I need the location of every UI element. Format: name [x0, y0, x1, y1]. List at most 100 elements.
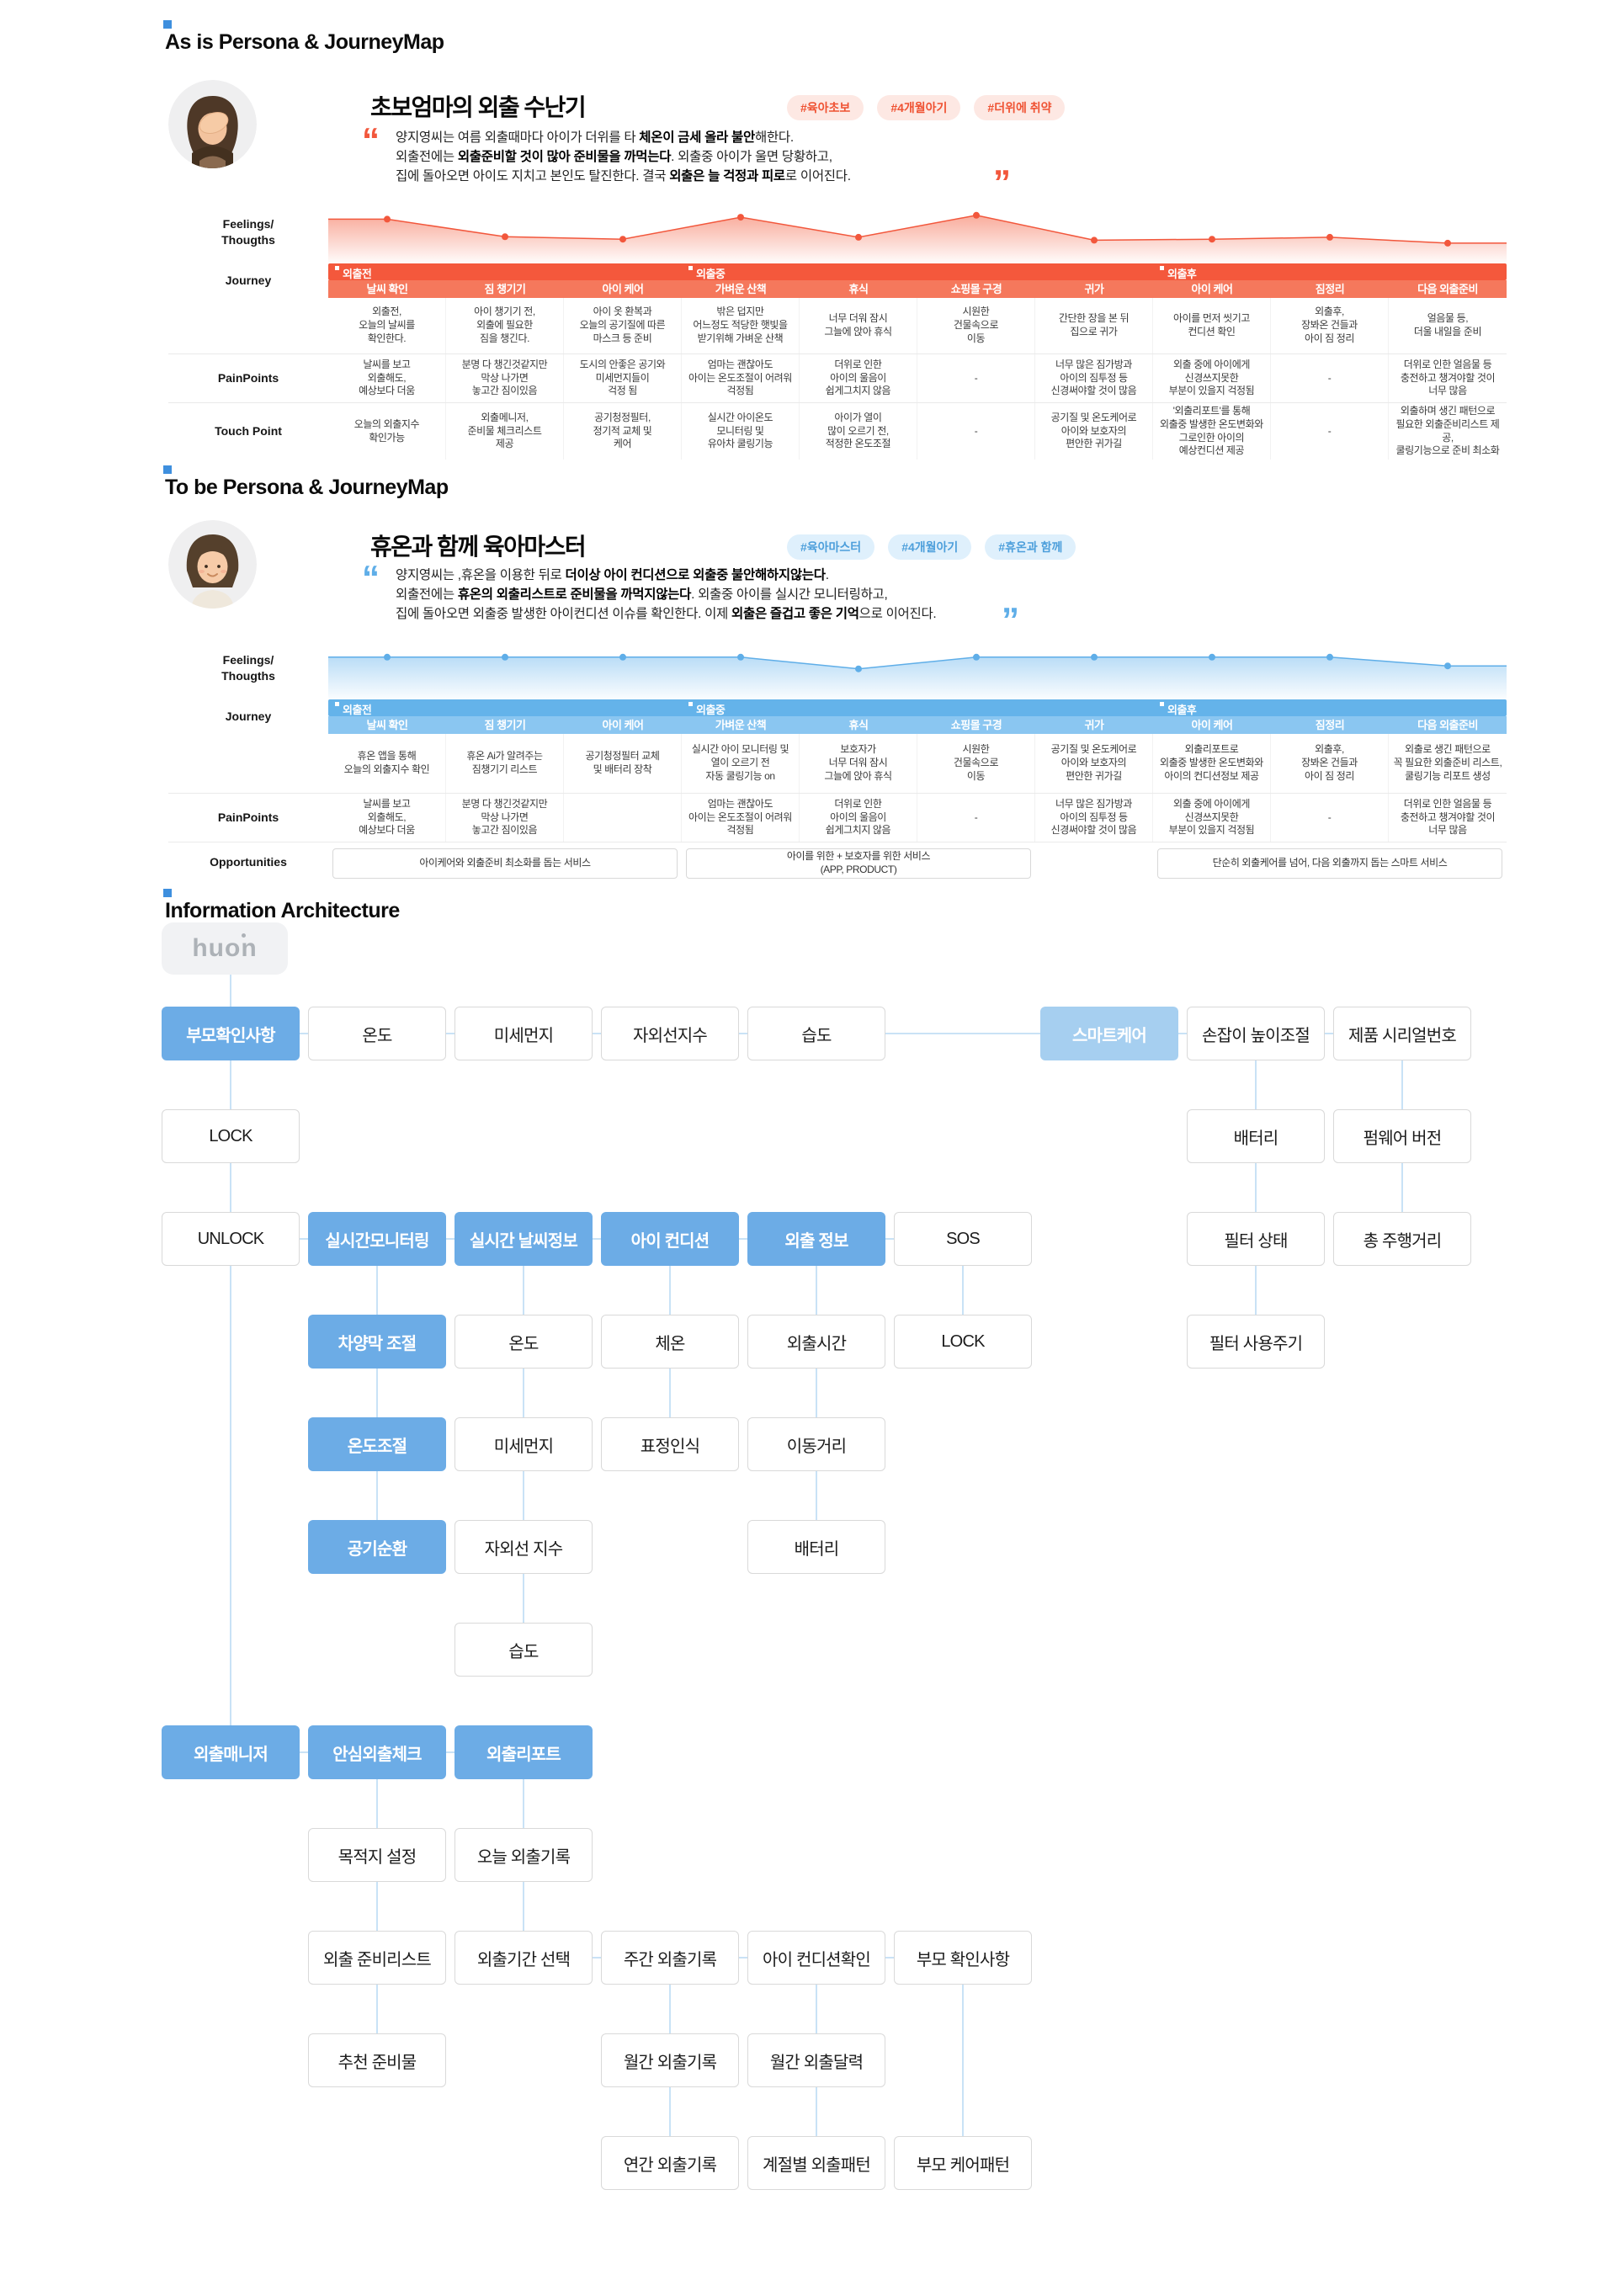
open-quote-icon: “ [362, 120, 380, 160]
stage-square-icon [335, 702, 339, 706]
ia-connector-line [816, 1239, 817, 1547]
logo-accent-dot [242, 933, 246, 938]
journey-cell: - [1271, 354, 1389, 402]
section-bullet-icon [163, 889, 172, 897]
ia-node: 목적지 설정 [308, 1828, 446, 1882]
ia-connector-line [230, 975, 231, 1752]
ia-node: 연간 외출기록 [601, 2136, 739, 2190]
facepalm-woman-illustration [168, 80, 257, 168]
ia-connector-line [962, 1239, 964, 1342]
journey-cell: 간단한 장을 본 뒤 집으로 귀가 [1035, 298, 1153, 353]
ia-connector-line [523, 1957, 962, 1959]
journey-column-header: 짐정리 [1315, 719, 1345, 731]
ia-node: 주간 외출기록 [601, 1931, 739, 1985]
opportunity-box: 단순히 외출케어를 넘어, 다음 외출까지 돕는 스마트 서비스 [1157, 848, 1502, 879]
quote-text: 양지영씨는 여름 외출때마다 아이가 더위를 타 체온이 금세 올라 불안해한다… [396, 130, 851, 183]
stage-square-icon [688, 266, 693, 270]
ia-node: 습도 [454, 1623, 593, 1677]
journey-cell: 너무 많은 짐가방과 아이의 짐투정 등 신경써야할 것이 많음 [1035, 794, 1153, 842]
journey-cell: 더위로 인한 아이의 울음이 쉽게그치지 않음 [800, 794, 917, 842]
tag-pill: #육아마스터 [787, 534, 875, 560]
huon-logo-text: huon [192, 934, 258, 962]
ia-connector-line [230, 1238, 962, 1240]
huon-logo: huon [162, 922, 288, 975]
row-label-feelings: Feelings/ Thougths [221, 653, 275, 683]
journey-column-header: 짐 챙기기 [484, 719, 526, 731]
section-title: Information Architecture [165, 899, 400, 922]
journey-cell: 너무 많은 짐가방과 아이의 짐투정 등 신경써야할 것이 많음 [1035, 354, 1153, 402]
ia-node: 외출 정보 [747, 1212, 885, 1266]
journey-column-header: 짐정리 [1315, 283, 1345, 295]
persona-tags-asis: #육아초보 #4개월아기 #더위에 취약 [787, 95, 1066, 120]
ia-node: 외출리포트 [454, 1725, 593, 1779]
journey-cell: 보호자가 너무 더워 잠시 그늘에 앉아 휴식 [800, 734, 917, 793]
ia-node: LOCK [894, 1315, 1032, 1369]
open-quote-icon: “ [362, 558, 380, 598]
journey-cell: 아이가 열이 많이 오르기 전, 적정한 온도조절 [800, 403, 917, 460]
journey-cell: 엄마는 괜찮아도 아이는 온도조절이 어려워 걱정됨 [682, 794, 800, 842]
ia-node: 실시간 날씨정보 [454, 1212, 593, 1266]
persona-avatar-tobe [168, 520, 257, 609]
ia-node: SOS [894, 1212, 1032, 1266]
ia-connector-line [376, 1752, 378, 2060]
journey-cell: 엄마는 괜찮아도 아이는 온도조절이 어려워 걱정됨 [682, 354, 800, 402]
journey-column-header: 귀가 [1084, 719, 1104, 731]
journey-cell: 외출 중에 아이에게 신경쓰지못한 부분이 있을지 걱정됨 [1153, 794, 1271, 842]
journey-column-header: 날씨 확인 [366, 283, 408, 295]
journey-column-header: 귀가 [1084, 283, 1104, 295]
ia-node: 오늘 외출기록 [454, 1828, 593, 1882]
ia-node: 외출시간 [747, 1315, 885, 1369]
section-header-ia: Information Architecture [163, 889, 400, 923]
ia-node: 제품 시리얼번호 [1333, 1007, 1471, 1060]
ia-node: 부모 확인사항 [894, 1931, 1032, 1985]
journey-cell: 공기청정필터, 정기적 교체 및 케어 [564, 403, 682, 460]
ia-node: 자외선 지수 [454, 1520, 593, 1574]
journey-column-header: 아이 케어 [1191, 719, 1233, 731]
journey-stage-bar: 외출전 외출중 외출후 [328, 263, 1507, 280]
close-quote-icon: ” [1002, 600, 1019, 640]
ia-node: 실시간모니터링 [308, 1212, 446, 1266]
close-quote-icon: ” [993, 162, 1011, 202]
journey-cell: 외출하며 생긴 패턴으로 필요한 외출준비리스트 제공, 쿨링기능으로 준비 최… [1395, 404, 1500, 457]
opportunity-box: 아이를 위한 + 보호자를 위한 서비스 (APP, PRODUCT) [686, 848, 1031, 879]
journey-cell: 분명 다 챙긴것같지만 막상 나가면 놓고간 짐이있음 [446, 354, 564, 402]
journey-stage-label: 외출전 [335, 701, 372, 717]
journey-touchpoints-row: 오늘의 외출지수 확인가능 외출메니저, 준비물 체크리스트 제공 공기청정필터, … [168, 402, 1507, 460]
row-label-touchpoint: Touch Point [215, 423, 282, 438]
journey-column-header: 가벼운 산책 [715, 719, 767, 731]
tag-pill: #4개월아기 [877, 95, 961, 120]
stage-square-icon [335, 266, 339, 270]
ia-node: 온도조절 [308, 1417, 446, 1471]
journey-cell: 시원한 건물속으로 이동 [917, 734, 1035, 793]
ia-node: 미세먼지 [454, 1417, 593, 1471]
opportunity-box: 아이케어와 외출준비 최소화를 돕는 서비스 [332, 848, 678, 879]
journey-cell: 아이 옷 환복과 오늘의 공기질에 따른 마스크 등 준비 [564, 298, 682, 353]
journey-column-header: 휴식 [848, 719, 869, 731]
journey-column-header: 짐 챙기기 [484, 283, 526, 295]
ia-node: 월간 외출기록 [601, 2033, 739, 2087]
journey-stage-label: 외출중 [688, 265, 726, 281]
journey-column-headers: 날씨 확인 짐 챙기기 아이 케어 가벼운 산책 휴식 쇼핑몰 구경 귀가 아이 케어 짐정리 다… [328, 280, 1507, 298]
journey-cell: 날씨를 보고 외출해도, 예상보다 더움 [328, 354, 446, 402]
persona-tags-tobe: #육아마스터 #4개월아기 #휴온과 함께 [787, 534, 1076, 560]
row-label-feelings: Feelings/ Thougths [221, 217, 275, 247]
journey-column-header: 다음 외출준비 [1417, 719, 1478, 731]
ia-node: UNLOCK [162, 1212, 300, 1266]
journey-stage-label: 외출후 [1160, 265, 1197, 281]
journey-cell: 얼음물 등, 더울 내일을 준비 [1413, 312, 1482, 337]
ia-node: 온도 [454, 1315, 593, 1369]
feelings-chart-tobe [328, 653, 1507, 699]
journey-cell: 외출 중에 아이에게 신경쓰지못한 부분이 있을지 걱정됨 [1153, 354, 1271, 402]
journey-stage-bar: 외출전 외출중 외출후 [328, 699, 1507, 716]
journey-cell: 외출메니저, 준비물 체크리스트 제공 [446, 403, 564, 460]
journey-description-row: 외출전, 오늘의 날씨를 확인한다. 아이 챙기기 전, 외출에 필요한 짐을 챙… [168, 298, 1507, 353]
journey-column-header: 휴식 [848, 283, 869, 295]
journey-cell: 시원한 건물속으로 이동 [917, 298, 1035, 353]
ia-connector-line [1255, 1034, 1257, 1342]
journey-painpoints-row: 날씨를 보고 외출해도, 예상보다 더움 분명 다 챙긴것같지만 막상 나가면 놓… [168, 793, 1507, 842]
journeymap-tobe: Feelings/ Thougths Journey PainPoints Op… [168, 638, 1507, 882]
ia-node: 필터 사용주기 [1187, 1315, 1325, 1369]
persona-avatar-asis [168, 80, 257, 168]
